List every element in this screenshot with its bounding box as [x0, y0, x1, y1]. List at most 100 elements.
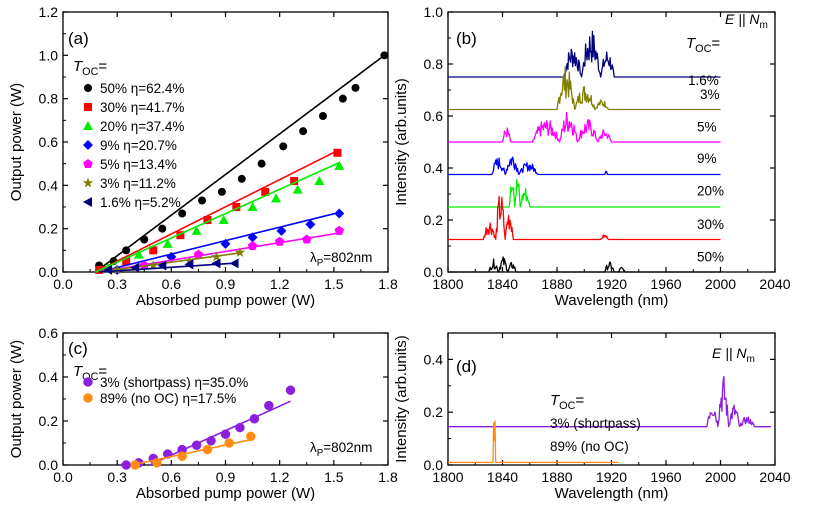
x-tick-label: 0.3: [107, 469, 127, 485]
legend-marker: [83, 121, 93, 130]
legend-marker: [82, 177, 94, 188]
data-point: [162, 238, 173, 248]
polarization-label: E || Nm: [712, 345, 755, 365]
legend-marker: [83, 197, 92, 207]
data-point: [246, 431, 256, 442]
spectrum-trace: [448, 30, 721, 78]
legend-marker: [83, 393, 93, 403]
data-point: [274, 236, 285, 246]
series: 30% η=41.7%: [84, 100, 342, 274]
y-tick-label: 1.0: [424, 4, 444, 20]
data-point: [140, 235, 149, 244]
series: [448, 111, 721, 143]
x-tick-label: 1920: [596, 469, 627, 485]
data-point: [292, 184, 303, 194]
data-point: [380, 51, 389, 60]
data-point: [247, 202, 258, 211]
panel-label: (d): [456, 357, 477, 376]
fit-line: [95, 149, 338, 273]
data-point: [338, 94, 347, 103]
data-point: [158, 224, 167, 233]
y-tick-label: 0.2: [39, 413, 59, 429]
series: 3% η=11.2%: [82, 176, 246, 275]
legend-marker: [83, 140, 93, 150]
trace-label: 50%: [697, 250, 724, 265]
data-point: [237, 174, 246, 183]
x-tick-label: 0.6: [162, 276, 182, 292]
y-axis-label: Output power (W): [8, 340, 25, 458]
data-point: [191, 440, 202, 450]
wavelength-annotation: λP=802nm: [310, 250, 372, 269]
x-tick-label: 1960: [650, 469, 681, 485]
data-point: [285, 385, 296, 395]
x-tick-label: 1840: [487, 276, 518, 292]
x-axis-label: Wavelength (nm): [555, 485, 669, 502]
legend-title: TOC=: [686, 35, 720, 55]
x-tick-label: 1920: [596, 276, 627, 292]
spectrum-trace: [448, 375, 771, 428]
x-tick-label: 2040: [759, 469, 790, 485]
legend-entry: 3% η=11.2%: [100, 176, 176, 191]
spectrum-trace: [448, 195, 721, 241]
data-point: [305, 219, 316, 230]
legend-marker: [83, 159, 93, 168]
data-point: [148, 260, 159, 270]
fit-line: [95, 161, 340, 273]
data-point: [122, 257, 131, 266]
series: [448, 66, 721, 111]
data-point: [149, 246, 158, 255]
legend-entry: 30% η=41.7%: [100, 100, 184, 115]
data-point: [203, 216, 212, 224]
legend-entry: 89% (no OC) η=17.5%: [100, 391, 236, 406]
y-tick-label: 0.6: [424, 108, 444, 124]
fit-line: [98, 211, 340, 273]
panel-label: (c): [68, 339, 88, 358]
data-point: [157, 260, 167, 271]
data-point: [211, 258, 221, 269]
y-tick-label: 0.4: [424, 160, 444, 176]
y-tick-label: 0.2: [424, 404, 444, 420]
wavelength-annotation: λP=802nm: [310, 440, 372, 459]
data-point: [333, 148, 342, 157]
legend-marker: [84, 103, 92, 111]
data-point: [334, 160, 345, 170]
x-tick-label: 2040: [759, 276, 790, 292]
data-point: [202, 444, 213, 455]
y-tick-label: 0.0: [424, 457, 444, 473]
data-point: [184, 255, 195, 266]
y-tick-label: 0.8: [424, 56, 444, 72]
y-tick-label: 0.2: [424, 212, 444, 228]
spectrum-trace: [448, 156, 721, 176]
x-tick-label: 1.5: [324, 469, 344, 485]
spectrum-trace: [448, 420, 619, 464]
data-point: [217, 187, 226, 196]
data-point: [122, 246, 131, 255]
data-point: [133, 249, 144, 259]
data-point: [264, 400, 274, 411]
fit-line: [149, 400, 291, 466]
trace-label: 3% (shortpass): [550, 416, 641, 431]
x-tick-label: 2000: [705, 469, 736, 485]
data-point: [206, 436, 216, 446]
data-point: [279, 142, 288, 151]
series: 1.6% η=5.2%: [83, 195, 239, 275]
data-point: [334, 208, 345, 219]
series: [448, 375, 771, 428]
chart-panel: 0.0 0.3 0.6 0.9 1.2 1.5 1.8 0.0 0.2 0.4 0.6 0.8 1.0 1…: [8, 4, 398, 309]
y-tick-label: 0.0: [39, 264, 59, 280]
series: 20% η=37.4%: [83, 119, 345, 273]
series: 3% (shortpass) η=35.0%: [83, 375, 296, 470]
data-point: [211, 251, 222, 262]
data-point: [234, 247, 246, 257]
x-axis-label: Absorbed pump power (W): [136, 292, 315, 309]
trace-label: 1.6%: [688, 73, 719, 88]
legend-marker: [84, 84, 92, 92]
y-axis-label: Intensity (arb.units): [393, 78, 410, 206]
data-point: [130, 460, 140, 470]
trace-label: 5%: [697, 120, 717, 135]
data-point: [111, 264, 123, 275]
data-point: [130, 262, 140, 273]
polarization-label: E || Nm: [725, 11, 768, 31]
chart-panel: 1800 1840 1880 1920 1960 2000 2040 0.0 0.2 0.4 0.6…: [393, 4, 791, 309]
